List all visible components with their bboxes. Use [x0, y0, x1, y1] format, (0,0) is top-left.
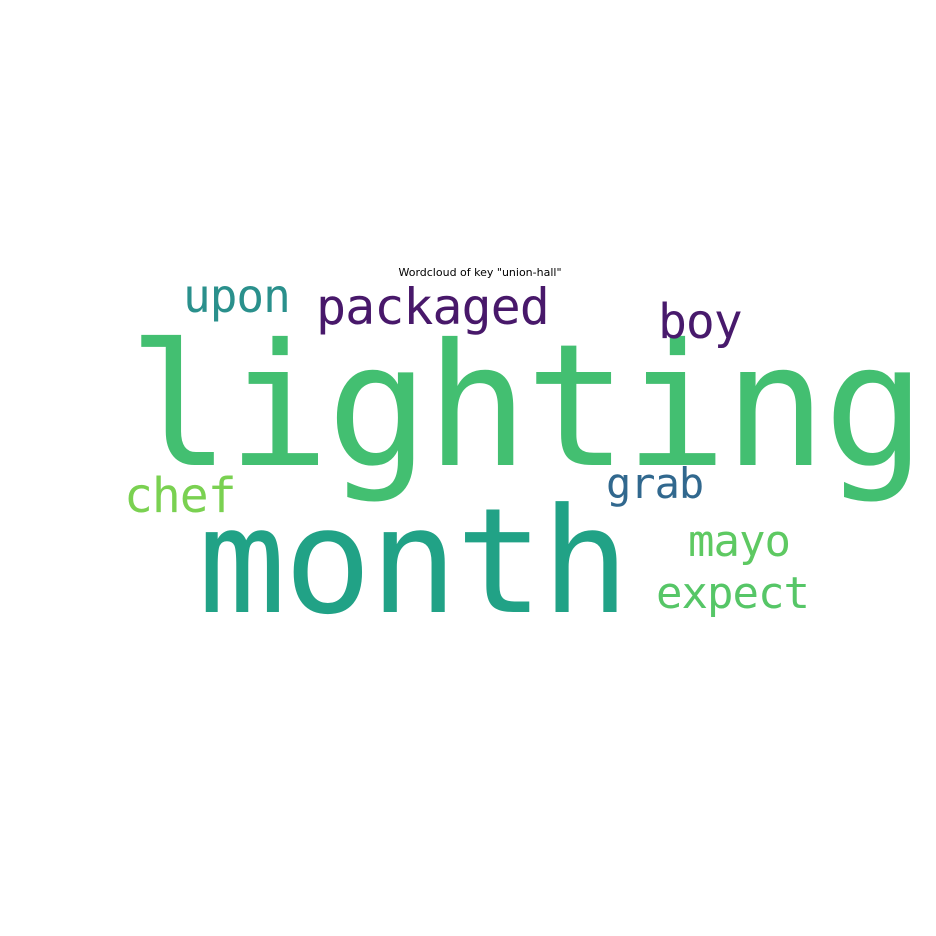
word-mayo: mayo — [688, 516, 790, 567]
word-grab: grab — [606, 459, 703, 508]
word-packaged: packaged — [316, 278, 549, 336]
chart-title: Wordcloud of key "union-hall" — [398, 266, 562, 279]
word-expect: expect — [656, 568, 809, 619]
word-upon: upon — [183, 269, 290, 323]
word-month: month — [198, 477, 628, 647]
word-chef: chef — [124, 468, 236, 524]
word-lighting: lighting — [128, 308, 923, 506]
word-boy: boy — [658, 294, 742, 350]
